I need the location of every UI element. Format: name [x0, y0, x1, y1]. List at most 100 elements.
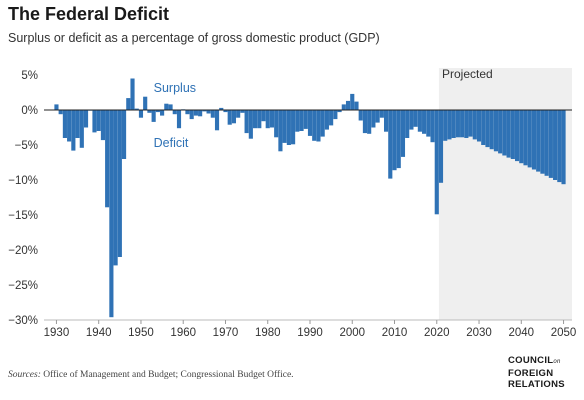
bar-1950 — [138, 110, 144, 118]
bar-1962 — [189, 110, 194, 120]
bar-1970 — [223, 110, 228, 113]
bar-1945 — [117, 110, 122, 257]
x-tick-label: 2010 — [382, 327, 408, 339]
bar-2025 — [455, 110, 460, 138]
logo-council: COUNCIL — [508, 355, 554, 366]
bar-1939 — [92, 110, 97, 133]
bar-2035 — [498, 110, 503, 154]
bar-1969 — [219, 107, 224, 110]
deficit-label: Deficit — [154, 136, 189, 150]
bar-1966 — [206, 110, 211, 114]
bar-1972 — [231, 110, 237, 124]
bar-1994 — [324, 110, 329, 130]
bar-1986 — [291, 110, 296, 145]
bar-2015 — [413, 110, 418, 127]
projected-region — [438, 68, 572, 320]
bar-1965 — [202, 110, 207, 112]
bar-2030 — [476, 110, 482, 142]
bar-1940 — [96, 110, 101, 131]
y-tick-label: −5% — [15, 140, 38, 152]
projected-label: Projected — [442, 67, 493, 81]
bar-1942 — [105, 110, 110, 208]
bar-1954 — [155, 110, 160, 113]
bar-1987 — [295, 110, 300, 132]
bar-1974 — [240, 110, 245, 113]
bar-1999 — [345, 100, 351, 110]
bar-2029 — [472, 110, 477, 140]
bar-2024 — [451, 110, 456, 138]
bar-1947 — [126, 98, 131, 110]
bar-1997 — [337, 110, 342, 113]
bar-1946 — [121, 110, 127, 159]
bar-2040 — [519, 110, 524, 164]
bar-1979 — [261, 110, 266, 122]
bar-2039 — [514, 110, 520, 162]
bar-2006 — [375, 110, 380, 123]
bar-1952 — [147, 110, 152, 113]
bar-2042 — [527, 110, 532, 168]
chart-subtitle: Surplus or deficit as a percentage of gr… — [8, 31, 380, 45]
bar-2020 — [434, 110, 439, 215]
bar-1930 — [54, 104, 59, 110]
y-tick-label: −15% — [8, 210, 38, 222]
y-tick-label: 0% — [21, 105, 38, 117]
cfr-logo: COUNCILon FOREIGN RELATIONS — [508, 355, 582, 390]
bar-2049 — [557, 110, 562, 183]
bar-1958 — [172, 110, 177, 115]
bar-1973 — [236, 110, 241, 118]
bar-1976 — [248, 110, 253, 139]
chart-title: The Federal Deficit — [8, 4, 170, 24]
bar-2041 — [523, 110, 528, 166]
source-note: Sources: Office of Management and Budget… — [8, 370, 294, 380]
bar-1983 — [278, 110, 283, 152]
bar-1951 — [143, 96, 148, 110]
bar-1971 — [227, 110, 232, 125]
bar-2011 — [396, 110, 401, 169]
source-label: Sources: — [8, 370, 41, 380]
bar-1948 — [130, 78, 135, 110]
bar-1995 — [329, 110, 334, 126]
x-tick-label: 1970 — [213, 327, 239, 339]
bar-2050 — [561, 110, 566, 185]
bar-2037 — [506, 110, 511, 158]
bar-1955 — [160, 110, 165, 116]
bar-1931 — [58, 110, 63, 115]
bar-2034 — [493, 110, 499, 152]
bar-2002 — [358, 110, 363, 121]
x-axis: 1930 1940 1950 1960 1970 1980 1990 2000 2010 2020… — [44, 320, 577, 339]
x-tick-label: 1960 — [170, 327, 196, 339]
x-tick-label: 2020 — [424, 327, 450, 339]
bar-2038 — [510, 110, 515, 159]
bar-1936 — [79, 110, 84, 148]
bar-1978 — [257, 110, 262, 129]
bar-2010 — [392, 110, 397, 171]
x-tick-label: 1980 — [255, 327, 281, 339]
bar-1963 — [193, 110, 198, 116]
bar-1984 — [282, 110, 287, 143]
bar-2028 — [468, 110, 473, 137]
bar-2003 — [362, 110, 368, 134]
bar-2007 — [379, 110, 384, 118]
bar-2026 — [460, 110, 465, 138]
bar-1992 — [316, 110, 321, 142]
bar-1953 — [151, 110, 156, 122]
y-tick-label: −20% — [8, 245, 38, 257]
bar-2023 — [447, 110, 452, 140]
bar-1933 — [67, 110, 72, 142]
bar-2017 — [422, 110, 427, 134]
bar-1944 — [113, 110, 118, 266]
bar-1941 — [100, 110, 106, 141]
y-axis: 5% 0% −5% −10% −15% −20% −25% −30% — [8, 70, 38, 327]
bar-2014 — [409, 110, 414, 130]
x-tick-label: 2050 — [551, 327, 577, 339]
source-text: Office of Management and Budget; Congres… — [43, 370, 294, 380]
bar-2018 — [426, 110, 431, 137]
bar-2021 — [438, 110, 444, 183]
bar-1937 — [83, 110, 89, 128]
y-tick-label: 5% — [21, 70, 38, 82]
x-tick-label: 2040 — [508, 327, 534, 339]
bar-1975 — [244, 110, 249, 134]
x-tick-label: 1990 — [297, 327, 323, 339]
